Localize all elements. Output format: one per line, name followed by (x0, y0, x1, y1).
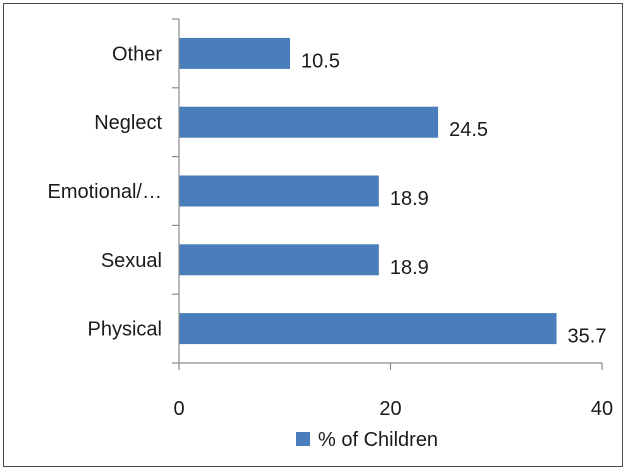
chart-frame (3, 3, 623, 467)
x-tick-label: 20 (379, 398, 401, 420)
bar-2 (179, 244, 379, 276)
bar-1 (179, 313, 557, 345)
plot-area: Physical 35.7 Sexual 18.9 Emotional/… 18.9 Neg… (48, 18, 613, 420)
x-tick-label: 0 (173, 398, 184, 420)
data-label: 18.9 (390, 257, 429, 279)
legend-label: % of Children (318, 429, 438, 451)
x-tick-label: 40 (591, 398, 613, 420)
bar-3 (179, 175, 379, 207)
category-label: Physical (88, 319, 162, 341)
data-label: 24.5 (449, 119, 488, 141)
category-label: Emotional/… (48, 181, 163, 203)
bar-4 (179, 106, 439, 138)
chart-legend: % of Children (296, 429, 438, 451)
category-label: Neglect (94, 112, 162, 134)
bar-5 (179, 37, 291, 69)
legend-swatch (296, 432, 310, 446)
data-label: 10.5 (301, 50, 340, 72)
data-label: 18.9 (390, 188, 429, 210)
category-label: Other (112, 43, 162, 65)
data-label: 35.7 (568, 326, 607, 348)
category-label: Sexual (101, 250, 162, 272)
